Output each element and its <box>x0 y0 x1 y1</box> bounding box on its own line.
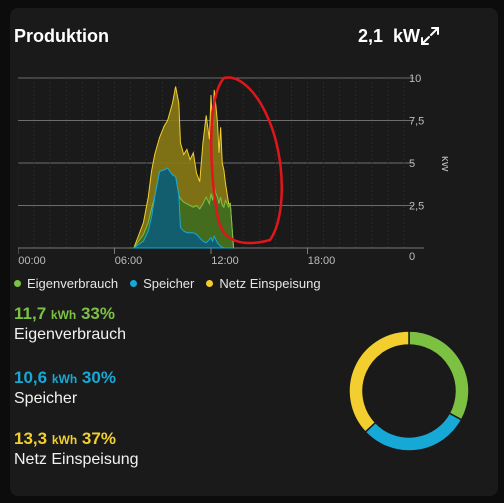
chart-legend: Eigenverbrauch Speicher Netz Einspeisung <box>14 276 321 291</box>
legend-label: Netz Einspeisung <box>219 276 321 291</box>
x-tick-label: 00:00 <box>18 255 46 266</box>
legend-label: Eigenverbrauch <box>27 276 119 291</box>
legend-dot-eigenverbrauch <box>14 280 21 287</box>
y-tick-label: 10 <box>409 73 421 85</box>
production-chart: 00:00 06:00 12:00 18:00 10 7,5 5 2,5 0 kW <box>18 73 448 266</box>
stat-netz-einspeisung: 13,3 kWh 37% Netz Einspeisung <box>14 429 139 469</box>
current-power-value: 2,1 <box>357 26 383 46</box>
red-annotation-circle <box>209 76 283 245</box>
y-axis-label: kW <box>439 156 448 173</box>
stat-percent: 33% <box>80 304 115 323</box>
legend-item-speicher: Speicher <box>130 276 194 291</box>
legend-dot-netz-einspeisung <box>206 280 214 287</box>
y-tick-label: 5 <box>409 158 415 170</box>
legend-item-netz-einspeisung: Netz Einspeisung <box>206 276 321 291</box>
expand-icon[interactable] <box>418 24 442 48</box>
current-power: 2,1 kW <box>358 26 420 47</box>
donut-segment-eigenverbrauch <box>408 330 470 421</box>
y-tick-label: 2,5 <box>409 201 424 213</box>
card-title: Produktion <box>14 26 109 46</box>
stat-value: 10,6 <box>14 368 48 387</box>
distribution-donut-chart <box>348 330 470 452</box>
stat-label: Eigenverbrauch <box>14 326 127 343</box>
donut-segment-netz-einspeisung <box>348 330 410 434</box>
series-area-speicher <box>132 167 234 249</box>
legend-dot-speicher <box>130 280 138 287</box>
donut-segment-speicher <box>364 412 463 452</box>
stat-label: Netz Einspeisung <box>14 451 139 468</box>
stat-value: 13,3 <box>14 429 48 448</box>
production-card <box>10 8 498 496</box>
stat-value: 11,7 <box>14 304 47 323</box>
stat-unit: kWh <box>50 308 77 322</box>
stat-percent: 30% <box>81 368 116 387</box>
current-power-unit: kW <box>393 26 420 46</box>
stat-eigenverbrauch: 11,7 kWh 33% Eigenverbrauch <box>14 304 126 344</box>
stat-percent: 37% <box>81 429 116 448</box>
x-tick-label: 06:00 <box>115 255 143 266</box>
y-tick-label: 0 <box>409 251 415 263</box>
stat-unit: kWh <box>51 433 78 447</box>
x-tick-label: 18:00 <box>308 255 336 266</box>
stat-speicher: 10,6 kWh 30% Speicher <box>14 368 116 408</box>
stat-label: Speicher <box>14 390 78 407</box>
y-tick-label: 7,5 <box>409 116 424 128</box>
x-tick-label: 12:00 <box>211 255 239 266</box>
stat-unit: kWh <box>51 372 78 386</box>
legend-item-eigenverbrauch: Eigenverbrauch <box>14 276 118 291</box>
legend-label: Speicher <box>143 276 195 291</box>
